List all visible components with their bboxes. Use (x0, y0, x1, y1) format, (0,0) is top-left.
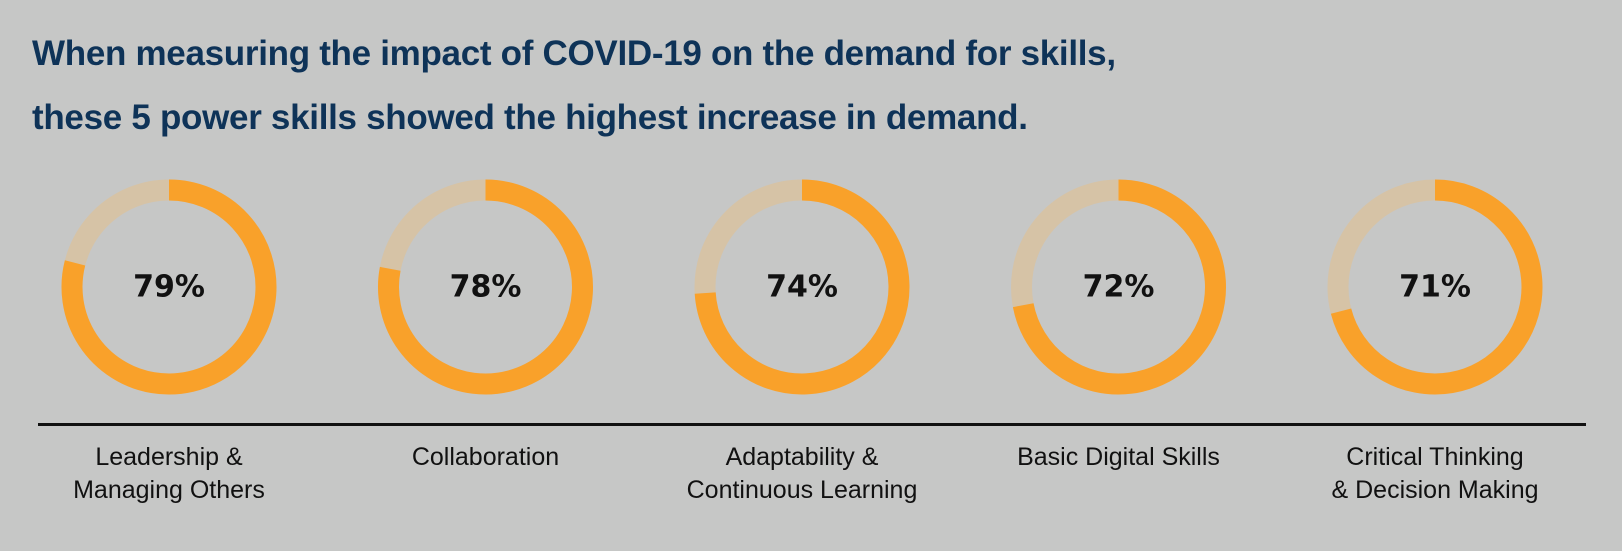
skill-label: Leadership & Managing Others (19, 441, 319, 507)
skill-label-line: Managing Others (73, 476, 265, 504)
donut-value-label: 79% (133, 270, 205, 305)
skill-label: Basic Digital Skills (969, 441, 1269, 474)
skill-label-line: Basic Digital Skills (1017, 443, 1220, 471)
skill-label-line: & Decision Making (1331, 476, 1539, 504)
skill-label: Collaboration (336, 441, 636, 474)
donut-value-label: 78% (450, 270, 522, 305)
donut-3: 74% (694, 179, 910, 395)
donut-1: 79% (61, 179, 277, 395)
donut-5: 71% (1327, 179, 1543, 395)
donut-value-arc (378, 179, 593, 395)
chart-title-line-1: When measuring the impact of COVID-19 on… (32, 34, 1116, 73)
skill-label-line: Adaptability & (725, 443, 879, 471)
donut-value-arc (1330, 179, 1543, 395)
skill-label: Critical Thinking & Decision Making (1285, 441, 1585, 507)
donut-value-label: 72% (1083, 270, 1155, 305)
donut-value-label: 71% (1399, 270, 1471, 305)
skill-label-line: Critical Thinking (1346, 443, 1524, 471)
donut-value-arc (61, 179, 277, 395)
donut-2: 78% (378, 179, 593, 395)
skill-label: Adaptability & Continuous Learning (652, 441, 952, 507)
chart-title-line-2: these 5 power skills showed the highest … (32, 98, 1028, 137)
chart-title: When measuring the impact of COVID-19 on… (32, 22, 1532, 150)
skill-label-line: Continuous Learning (686, 476, 918, 504)
donut-value-label: 74% (766, 270, 838, 305)
donut-value-arc (1012, 179, 1226, 395)
donut-value-arc (694, 179, 910, 395)
donut-4: 72% (1011, 179, 1226, 395)
divider-line (38, 423, 1586, 426)
skill-label-line: Leadership & (95, 443, 243, 471)
skill-label-line: Collaboration (411, 443, 560, 471)
